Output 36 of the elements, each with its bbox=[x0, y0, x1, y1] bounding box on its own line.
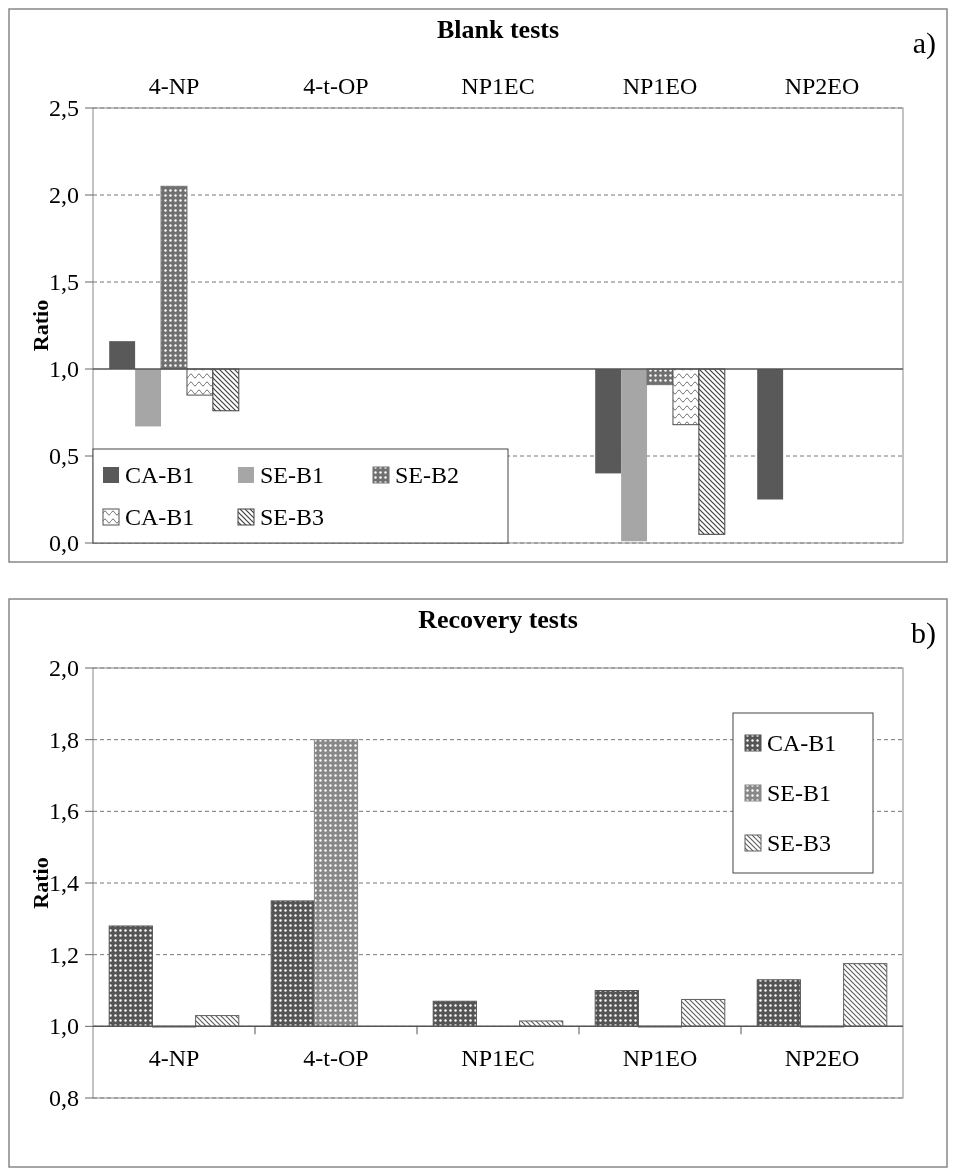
x-tick-label: 4-NP bbox=[148, 73, 200, 99]
y-tick-label: 1,0 bbox=[49, 1013, 79, 1040]
x-tick-label: 4-t-OP bbox=[303, 73, 369, 99]
legend-label: SE-B1 bbox=[767, 780, 832, 806]
y-tick-label: 1,0 bbox=[49, 356, 79, 382]
x-tick-label: NP2EO bbox=[784, 1045, 860, 1072]
x-tick-label: NP1EC bbox=[461, 1045, 535, 1072]
y-tick-label: 1,2 bbox=[49, 941, 79, 968]
y-tick-label: 1,8 bbox=[49, 726, 79, 753]
y-axis-title: Ratio bbox=[28, 299, 53, 352]
y-tick-label: 0,8 bbox=[49, 1085, 79, 1111]
legend-label: SE-B2 bbox=[395, 462, 460, 488]
chart-title: Blank tests bbox=[436, 15, 560, 44]
y-tick-label: 1,4 bbox=[49, 870, 79, 896]
y-tick-label: 2,5 bbox=[49, 95, 79, 121]
x-tick-label: 4-t-OP bbox=[303, 1045, 369, 1072]
y-tick-label: 0,0 bbox=[49, 530, 79, 556]
y-tick-label: 1,6 bbox=[49, 798, 79, 825]
chart-title: Recovery tests bbox=[418, 605, 578, 634]
x-tick-label: NP1EO bbox=[622, 1045, 698, 1072]
y-tick-label: 2,0 bbox=[49, 655, 79, 681]
legend-label: CA-B1 bbox=[125, 504, 195, 530]
text: b) bbox=[911, 616, 936, 650]
legend-label: CA-B1 bbox=[767, 730, 837, 756]
legend-label: CA-B1 bbox=[125, 462, 195, 488]
y-tick-label: 2,0 bbox=[49, 182, 79, 208]
text: a) bbox=[912, 26, 936, 60]
x-tick-label: NP1EC bbox=[461, 73, 535, 99]
legend-label: SE-B3 bbox=[260, 504, 325, 530]
legend-label: SE-B1 bbox=[260, 462, 325, 488]
x-tick-label: 4-NP bbox=[148, 1045, 200, 1072]
legend-label: SE-B3 bbox=[767, 830, 832, 856]
y-tick-label: 0,5 bbox=[49, 443, 79, 469]
x-tick-label: NP1EO bbox=[622, 73, 698, 99]
y-tick-label: 1,5 bbox=[49, 269, 79, 295]
x-tick-label: NP2EO bbox=[784, 73, 860, 99]
